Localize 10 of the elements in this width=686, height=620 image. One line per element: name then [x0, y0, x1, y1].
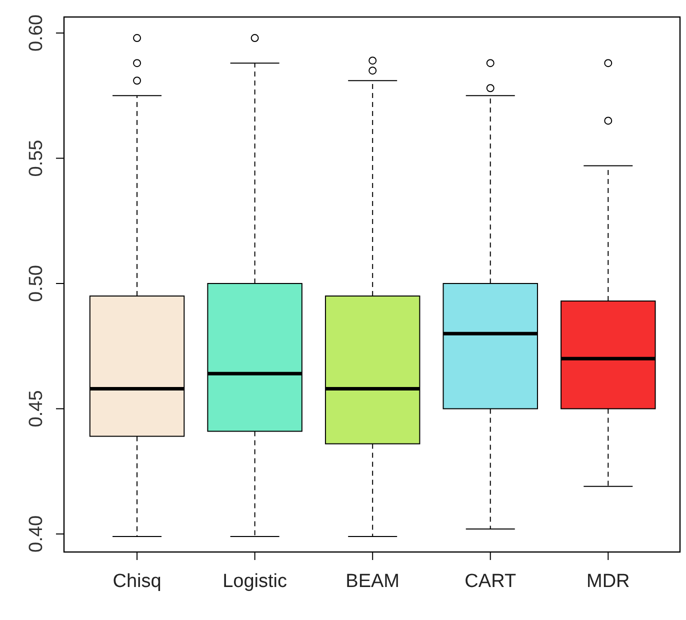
y-tick-label: 0.55	[26, 140, 47, 177]
y-tick-label: 0.40	[26, 515, 47, 552]
x-tick-label: MDR	[586, 571, 630, 592]
y-tick-label: 0.50	[26, 265, 47, 302]
x-tick-label: Logistic	[222, 571, 288, 592]
x-tick-label: Chisq	[112, 571, 162, 592]
x-tick-label: BEAM	[346, 571, 400, 592]
y-tick-label: 0.60	[26, 14, 47, 52]
y-tick-label: 0.45	[26, 390, 47, 428]
x-tick-label: CART	[464, 571, 516, 592]
